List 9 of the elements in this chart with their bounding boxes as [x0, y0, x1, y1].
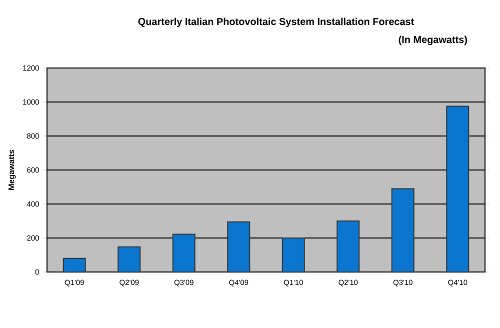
chart-subtitle: (In Megawatts) — [398, 36, 467, 46]
chart-title: Quarterly Italian Photovoltaic System Installation Forecast — [138, 18, 414, 28]
bar — [282, 238, 305, 272]
bar — [118, 246, 141, 272]
bar — [391, 188, 414, 272]
bar — [172, 234, 196, 272]
bar — [446, 106, 470, 272]
bar — [336, 220, 360, 272]
bar — [227, 221, 250, 272]
